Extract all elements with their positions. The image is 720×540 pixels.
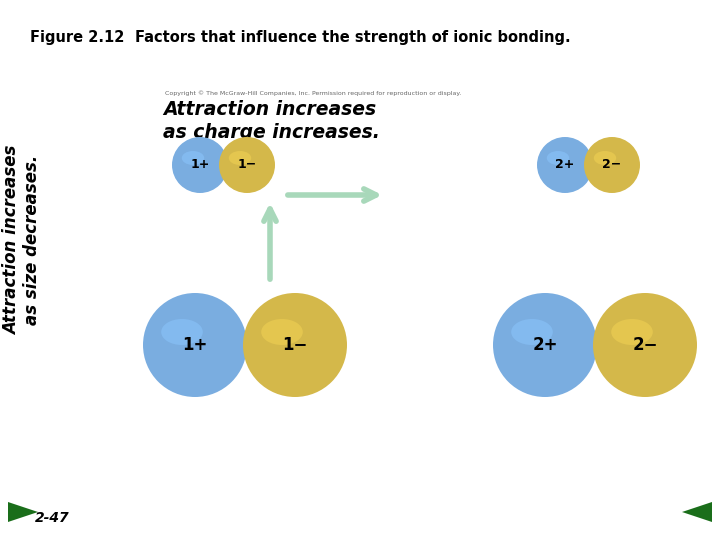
Ellipse shape — [161, 319, 203, 345]
Ellipse shape — [143, 293, 247, 397]
Text: 2+: 2+ — [555, 159, 575, 172]
Text: as charge increases.: as charge increases. — [163, 123, 380, 142]
Text: 1+: 1+ — [190, 159, 210, 172]
Ellipse shape — [181, 151, 204, 165]
Text: Factors that influence the strength of ionic bonding.: Factors that influence the strength of i… — [135, 30, 571, 45]
Text: Figure 2.12: Figure 2.12 — [30, 30, 125, 45]
Text: 2−: 2− — [632, 336, 658, 354]
Polygon shape — [8, 502, 38, 522]
Ellipse shape — [584, 137, 640, 193]
Ellipse shape — [511, 319, 553, 345]
Ellipse shape — [261, 319, 303, 345]
Text: Attraction increases
as size decreases.: Attraction increases as size decreases. — [3, 145, 42, 335]
Text: 2-47: 2-47 — [35, 511, 70, 525]
Ellipse shape — [594, 151, 616, 165]
Ellipse shape — [546, 151, 570, 165]
Ellipse shape — [229, 151, 251, 165]
Ellipse shape — [493, 293, 597, 397]
Text: Attraction increases: Attraction increases — [163, 100, 376, 119]
Ellipse shape — [243, 293, 347, 397]
Ellipse shape — [172, 137, 228, 193]
Text: 2+: 2+ — [532, 336, 558, 354]
Text: 1+: 1+ — [182, 336, 207, 354]
Ellipse shape — [537, 137, 593, 193]
Text: 1−: 1− — [238, 159, 256, 172]
Text: Copyright © The McGraw-Hill Companies, Inc. Permission required for reproduction: Copyright © The McGraw-Hill Companies, I… — [165, 90, 462, 96]
Ellipse shape — [611, 319, 653, 345]
Text: 2−: 2− — [603, 159, 621, 172]
Text: 1−: 1− — [282, 336, 307, 354]
Polygon shape — [682, 502, 712, 522]
Ellipse shape — [219, 137, 275, 193]
Ellipse shape — [593, 293, 697, 397]
